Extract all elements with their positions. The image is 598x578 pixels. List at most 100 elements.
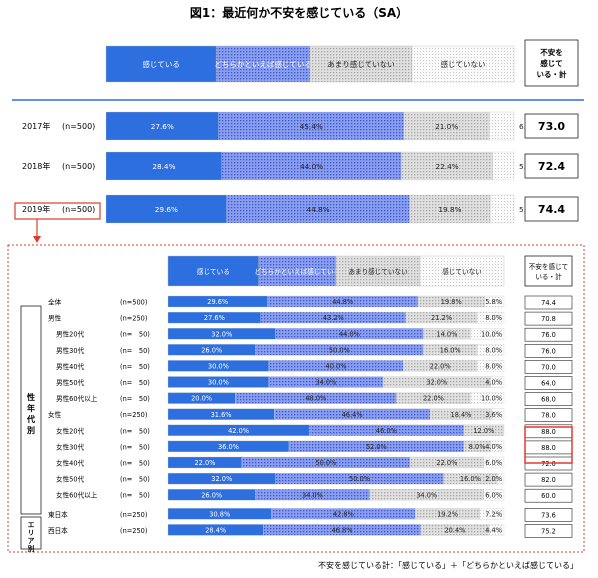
total-value: 72.0 <box>541 460 556 468</box>
bar-value-label: 32.0% <box>211 330 232 338</box>
top-legend: 感じている どちらかといえば感じている あまり感じていない 感じていない 不安を感じてい… <box>105 39 579 87</box>
total-value: 70.0 <box>541 363 556 371</box>
bar-segment <box>226 194 410 224</box>
group-box-area <box>20 516 42 550</box>
bar-value-label: 43.2% <box>323 314 344 322</box>
bar-value-label: 18.4% <box>451 411 472 419</box>
bar-segment <box>490 376 505 388</box>
legend-swatch-4 <box>419 255 505 287</box>
bar-value-label: 19.8% <box>441 298 462 306</box>
bar-value-label: 30.0% <box>208 363 229 371</box>
bar-segment <box>483 489 505 501</box>
detail-frame <box>7 244 585 553</box>
bar-value-label: 52.0% <box>366 443 387 451</box>
total-value: 70.8 <box>541 315 556 323</box>
bar-value-label: 8.0% <box>485 346 502 354</box>
total-box <box>524 343 573 358</box>
total-value: 88.0 <box>541 428 556 436</box>
bar-value-label: 16.0% <box>460 475 481 483</box>
total-box <box>524 392 573 406</box>
bar-segment <box>476 311 505 324</box>
year-label: 2018年 <box>22 161 50 171</box>
bar-value-label: 31.6% <box>211 411 232 419</box>
bar-segment <box>489 524 505 536</box>
bar-value-label: 20.4% <box>444 527 465 535</box>
bar-segment <box>470 328 505 340</box>
legend-label-2: どちらかといえば感じている <box>255 267 341 276</box>
category-label: 女性 <box>48 410 62 419</box>
legend-swatch-3 <box>309 45 413 83</box>
total-box <box>524 507 573 522</box>
n-label: (n=500) <box>62 205 95 214</box>
n-label: (n= 50) <box>120 492 150 500</box>
bar-value-label: 45.4% <box>300 122 323 131</box>
legend-swatch-4 <box>411 45 515 83</box>
bar-segment <box>476 344 505 356</box>
total-value: 64.0 <box>541 380 556 388</box>
bar-value-label: 29.6% <box>155 205 178 214</box>
legend-swatch-2 <box>258 255 337 287</box>
total-header-line: いる・計 <box>537 69 567 79</box>
legend-label-3: あまり感じていない <box>348 267 408 276</box>
n-label: (n= 50) <box>120 395 150 403</box>
bar-segment <box>105 194 227 224</box>
total-value: 60.0 <box>541 492 556 500</box>
bar-value-label: 32.0% <box>211 475 232 483</box>
bar-segment <box>492 151 515 181</box>
bar-value-label: 44.0% <box>339 330 360 338</box>
category-label: 女性40代 <box>56 459 85 468</box>
total-header-line-detail: いる・計 <box>535 272 562 281</box>
total-box <box>524 408 573 423</box>
n-label: (n= 50) <box>120 347 150 355</box>
bar-value-label: 44.0% <box>300 162 323 171</box>
total-value: 73.0 <box>538 120 565 133</box>
legend-label-1: 感じている <box>142 59 180 69</box>
total-value: 75.2 <box>541 527 556 535</box>
group-label-char: 別 <box>27 544 35 553</box>
bar-value-label: 4.0% <box>485 443 502 451</box>
bar-value-label: 42.8% <box>333 510 354 518</box>
bar-value-label: 32.0% <box>426 379 447 387</box>
group-box-gender-age <box>20 305 42 515</box>
total-value: 76.0 <box>541 331 556 339</box>
bar-segment <box>497 472 505 485</box>
top-bars: 2017年(n=500)27.6%45.4%21.0%6.0%73.02018年… <box>22 111 579 224</box>
bar-value-label: 50.0% <box>329 346 350 354</box>
n-label: (n=500) <box>120 299 147 307</box>
bar-segment <box>105 111 219 141</box>
bar-value-label: 30.8% <box>209 510 230 518</box>
bar-value-label: 16.0% <box>440 346 461 354</box>
n-label: (n=250) <box>120 527 147 535</box>
bar-value-label: 50.0% <box>315 459 336 467</box>
bar-value-label: 6.0% <box>485 491 502 499</box>
group-label-char: 性 <box>27 392 35 402</box>
category-label: 女性30代 <box>56 442 85 451</box>
bar-value-label: 42.0% <box>228 427 249 435</box>
bar-segment <box>463 424 505 436</box>
bar-segment <box>105 151 223 181</box>
bar-segment <box>479 508 505 520</box>
bar-value-label: 30.0% <box>208 379 229 387</box>
group-label-char: リ <box>28 529 35 537</box>
bar-value-label: 19.2% <box>437 510 458 518</box>
bar-value-label: 36.0% <box>218 443 239 451</box>
bar-value-label: 8.0% <box>469 443 486 451</box>
bar-value-label: 29.6% <box>207 298 228 306</box>
bar-value-label: 22.0% <box>423 395 444 403</box>
n-label: (n=250) <box>120 511 147 519</box>
callout-arrow-head <box>33 236 41 243</box>
legend-label-2: どちらかといえば感じている <box>214 59 312 69</box>
legend-label-3: あまり感じていない <box>327 59 395 69</box>
group-label-char: 代 <box>26 414 35 424</box>
category-label: 男性40代 <box>56 362 85 371</box>
bar-value-label: 8.0% <box>485 314 502 322</box>
bar-value-label: 34.0% <box>416 491 437 499</box>
bar-value-label: 10.0% <box>481 395 502 403</box>
group-label-char: ア <box>28 537 35 545</box>
total-header-line: 感じて <box>540 58 563 68</box>
bar-segment <box>490 194 515 224</box>
n-label: (n= 50) <box>120 476 150 484</box>
bar-value-label: 4.4% <box>485 527 502 535</box>
